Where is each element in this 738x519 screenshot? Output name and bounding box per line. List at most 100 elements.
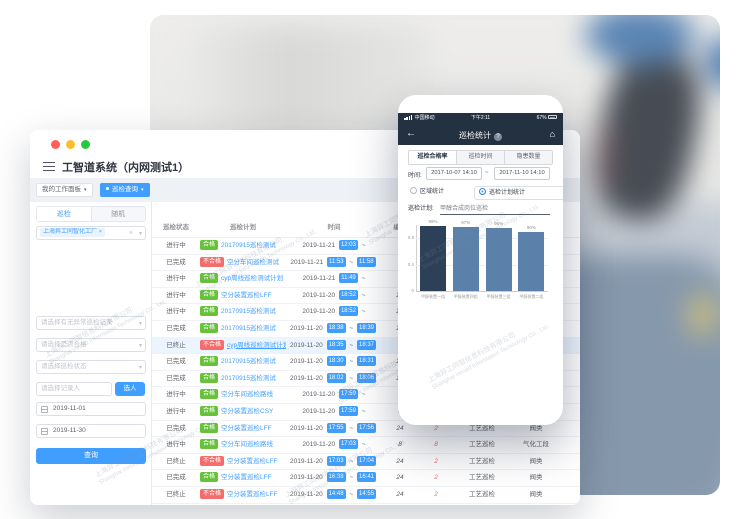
cell-status: 进行中	[166, 291, 186, 299]
cell-section: 气化工段	[523, 441, 549, 449]
time-chip: 18:52	[338, 306, 358, 317]
start-date-input[interactable]: 2019-11-01	[36, 402, 146, 416]
time-chip: 17:56	[357, 422, 377, 433]
battery-percent: 67%	[536, 115, 547, 121]
phone-status-bar: 中国移动 下午2:11 67%	[398, 113, 563, 124]
chevron-down-icon: ▾	[138, 321, 142, 327]
table-row[interactable]: 已终止 不合格 空分装置巡检LFF 2019-11-20 14:48 ~ 14:55 2…	[152, 487, 580, 504]
filter-select[interactable]: 请选择有无异常巡检记录 ▾	[36, 316, 146, 330]
cell-status: 已完成	[166, 424, 186, 432]
cell-plan: 合格 20170915巡检测试	[200, 354, 286, 371]
plan-link[interactable]: cyp周线巡检测试计划	[221, 275, 284, 283]
sidebar-tab-巡检[interactable]: 巡检	[37, 207, 92, 221]
factory-select[interactable]: 上海异工同智化工厂 × × ▾	[36, 226, 146, 240]
time-chip: 18:38	[326, 323, 346, 333]
cell-plan: 合格 空分装置巡检LFF	[200, 470, 286, 487]
time-chip: 18:39	[357, 323, 377, 333]
signal-icon	[404, 114, 413, 125]
bar-甲醇装置四组	[452, 226, 479, 291]
plan-link[interactable]: 空分车间巡检路线	[221, 441, 274, 449]
plan-link[interactable]: 20170915巡检测试	[221, 358, 276, 366]
plan-link[interactable]: 空分车间巡检路线	[221, 391, 274, 399]
filter-select[interactable]: 请选择是否合格 ▾	[36, 338, 146, 352]
plan-link[interactable]: 空分装置巡检LFF	[221, 291, 272, 299]
calendar-icon	[41, 428, 48, 435]
battery-icon	[548, 115, 557, 119]
search-button[interactable]: 查询	[36, 448, 146, 464]
time-chip: 18:06	[357, 372, 377, 383]
bar-甲醇装置二组	[518, 231, 545, 291]
time-chip: 12:03	[338, 240, 358, 250]
app-title: 工智道系统（内网测试1）	[62, 162, 190, 174]
plan-link[interactable]: 空分装置巡检LFF	[227, 491, 278, 498]
sidebar-tab-随机[interactable]: 随机	[91, 207, 145, 221]
calendar-icon	[41, 406, 48, 413]
time-chip: 11:58	[357, 256, 376, 267]
menu-icon[interactable]	[43, 162, 55, 171]
table-row[interactable]: 已完成 合格 空分装置巡检LFF 2019-11-20 16:38 ~ 16:41 24…	[152, 470, 580, 487]
plan-link[interactable]: 空分装置巡检LFF	[221, 474, 272, 482]
active-tab-inspection-query[interactable]: 巡检查询 ▾	[100, 183, 150, 197]
clock-label: 下午2:11	[470, 115, 491, 121]
table-row[interactable]: 已完成 合格 空分装置巡检LFF 2019-11-20 17:55 ~ 17:56 24…	[152, 421, 580, 438]
cell-status: 进行中	[166, 308, 186, 316]
range-separator: ~	[485, 170, 489, 176]
segment-巡检合格率[interactable]: 巡检合格率	[409, 151, 457, 164]
filter-select[interactable]: 请选择巡检状态 ▾	[36, 360, 146, 374]
chevron-down-icon: ▾	[138, 343, 142, 349]
chevron-down-icon: ▾	[84, 187, 87, 193]
cell-status: 进行中	[166, 391, 186, 399]
plan-link[interactable]: 空分装置巡检CSY	[221, 408, 274, 415]
table-row[interactable]: 进行中 合格 空分车间巡检路线 2019-11-20 17:03 ~ 8 8 工艺巡检 气化…	[152, 437, 580, 454]
plan-link[interactable]: 空分车间巡检测试	[227, 258, 280, 266]
segment-巡检时间[interactable]: 巡检时间	[457, 151, 505, 164]
home-icon[interactable]: ⌂	[549, 129, 555, 139]
plan-link[interactable]: 20170915巡检测试	[221, 308, 276, 316]
cell-plan: 不合格 空分车间巡检测试	[200, 255, 286, 272]
plan-link[interactable]: 空分装置巡检LFF	[221, 424, 272, 432]
clear-icon[interactable]: ×	[128, 230, 133, 237]
help-icon[interactable]: ?	[494, 133, 502, 141]
cell-abnormal-count: 2	[434, 457, 438, 465]
time-chip: 18:02	[326, 372, 346, 383]
bar-value-label: 96%	[494, 220, 504, 226]
zoom-window-button[interactable]	[81, 140, 90, 149]
back-icon[interactable]: ←	[406, 128, 416, 139]
bar-value-label: 97%	[461, 219, 471, 225]
cell-time: 2019-11-20 17:59 ~	[302, 406, 366, 416]
range-end-input[interactable]: 2017-11-10 14:10	[494, 167, 550, 180]
plan-link[interactable]: 空分装置巡检LFF	[227, 457, 278, 465]
y-tick-label: 0.4	[407, 261, 414, 267]
segment-隐患数量[interactable]: 隐患数量	[505, 151, 552, 164]
desktop-window: 工智道系统（内网测试1） 我的工作面板 ▾ 巡检查询 ▾ 巡检 随机 上海异工同智化工…	[30, 130, 580, 505]
cell-time: 2019-11-20 17:03 ~ 17:04	[289, 455, 377, 466]
plan-link[interactable]: 20170915巡检测试	[221, 325, 276, 332]
workspace-tab[interactable]: 我的工作面板 ▾	[36, 183, 93, 197]
plan-link[interactable]: 20170915巡检测试	[221, 374, 276, 382]
table-row[interactable]: 已终止 不合格 空分装置巡检LFF 2019-11-20 17:03 ~ 17:04 2…	[152, 454, 580, 471]
worker-hardhat-2	[705, 35, 720, 90]
chevron-down-icon: ▾	[141, 187, 144, 193]
plan-value-input[interactable]: 甲醇合成岗位巡检	[440, 203, 550, 215]
cell-count: 24	[396, 424, 404, 432]
cell-status: 已完成	[166, 374, 186, 382]
recorder-input[interactable]: 请选择记录人	[36, 382, 112, 396]
pick-person-button[interactable]: 选人	[115, 382, 145, 396]
range-start-input[interactable]: 2017-10-07 14:10	[426, 167, 482, 180]
end-date-input[interactable]: 2019-11-30	[36, 424, 146, 438]
radio-区域统计[interactable]: 区域统计	[410, 186, 444, 195]
minimize-window-button[interactable]	[66, 140, 75, 149]
radio-icon	[410, 187, 417, 194]
cell-plan: 合格 20170915巡检测试	[200, 321, 286, 338]
result-badge: 不合格	[200, 455, 225, 466]
tag-close-icon[interactable]: ×	[99, 229, 102, 235]
plan-link[interactable]: 20170915巡检测试	[221, 242, 276, 249]
radio-巡检计划统计[interactable]: 巡检计划统计	[474, 186, 563, 200]
plan-link[interactable]: cyp周线巡检测试计划	[227, 341, 286, 349]
x-tick-label: 甲醇装置三组	[486, 294, 511, 299]
cell-time: 2019-11-20 18:38 ~ 18:39	[289, 323, 377, 333]
result-badge: 合格	[200, 422, 219, 433]
carrier-label: 中国移动	[414, 115, 435, 121]
close-window-button[interactable]	[51, 140, 60, 149]
